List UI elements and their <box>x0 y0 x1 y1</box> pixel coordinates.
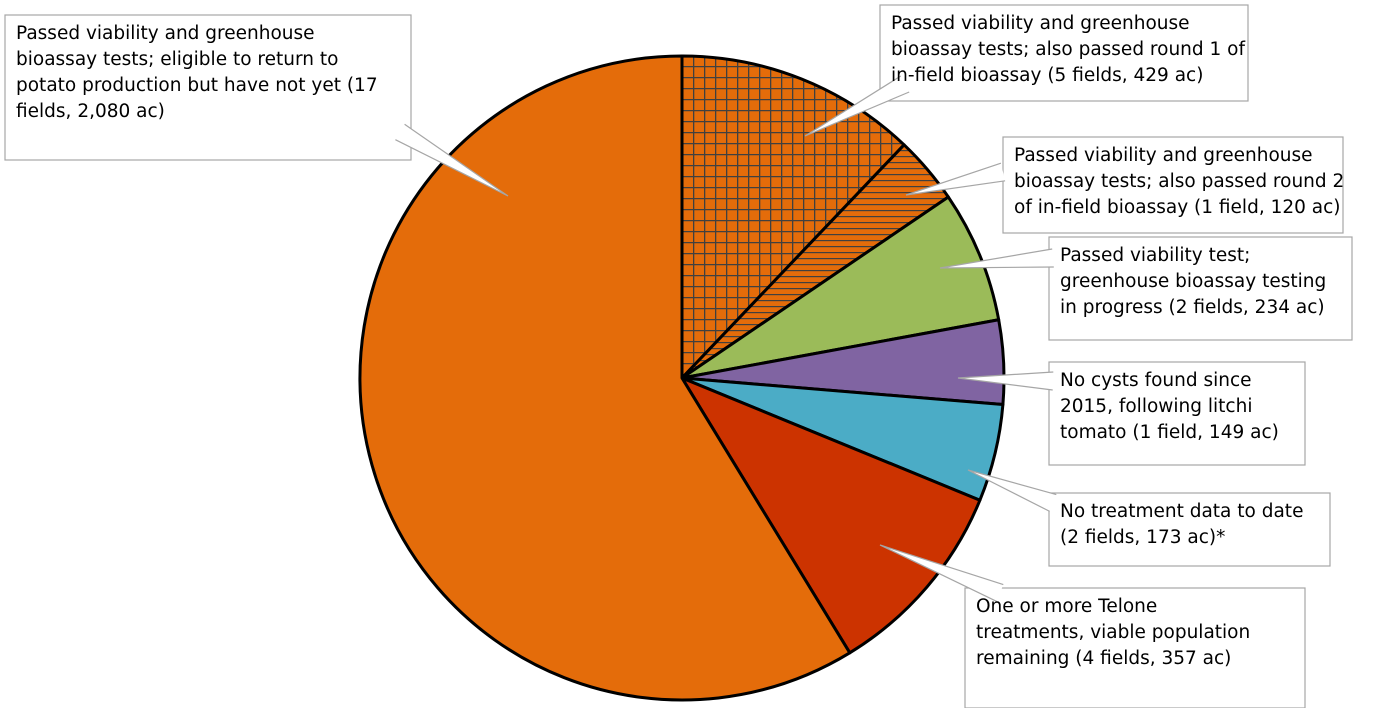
slice-label-line: Passed viability and greenhouse <box>16 23 315 44</box>
slice-label-line: bioassay tests; also passed round 1 of <box>891 39 1245 60</box>
slice-label: Passed viability and greenhouse bioassay … <box>16 23 378 122</box>
pie-callouts: Passed viability and greenhouse bioassay … <box>4 4 1353 708</box>
slice-label-line: Passed viability and greenhouse <box>891 13 1190 34</box>
slice-label-line: No cysts found since <box>1060 370 1252 391</box>
callout-box <box>1002 136 1344 234</box>
slice-label-line: in progress (2 fields, 234 ac) <box>1060 297 1325 318</box>
callout-pointer <box>879 544 1004 602</box>
callout-6: One or more Telone treatments, viable pop… <box>879 544 1306 708</box>
callout-4: No cysts found since 2015, following litc… <box>957 361 1306 466</box>
callout-box <box>1048 492 1331 567</box>
slice-label-line: (2 fields, 173 ac)* <box>1060 527 1225 548</box>
slice-label: No cysts found since 2015, following litc… <box>1060 370 1279 443</box>
slice-label-line: in-field bioassay (5 fields, 429 ac) <box>891 65 1203 86</box>
callout-pointer <box>939 248 1054 269</box>
pie-slice-3 <box>680 195 1001 380</box>
slice-label-line: One or more Telone <box>976 596 1157 617</box>
slice-label-line: fields, 2,080 ac) <box>16 101 165 122</box>
slice-label-line: Passed viability test; <box>1060 245 1250 266</box>
slice-label: Passed viability and greenhouse bioassay … <box>1014 145 1344 218</box>
callout-pointer <box>905 162 1006 196</box>
slice-label-line: remaining (4 fields, 357 ac) <box>976 648 1231 669</box>
callout-2: Passed viability and greenhouse bioassay … <box>905 136 1344 234</box>
slice-label-line: 2015, following litchi <box>1060 396 1252 417</box>
callout-1: Passed viability and greenhouse bioassay … <box>804 4 1249 137</box>
callout-pointer <box>395 123 509 197</box>
callout-box <box>4 14 412 161</box>
slice-label-line: tomato (1 field, 149 ac) <box>1060 422 1279 443</box>
callout-pointer <box>957 371 1054 391</box>
slice-label-line: Passed viability and greenhouse <box>1014 145 1313 166</box>
slice-label-line: bioassay tests; eligible to return to <box>16 49 338 70</box>
slice-label: Passed viability and greenhouse bioassay … <box>891 13 1245 86</box>
slice-label: No treatment data to date (2 fields, 173 … <box>1060 501 1303 548</box>
slice-label-line: treatments, viable population <box>976 622 1250 643</box>
callout-box <box>1048 361 1306 466</box>
callout-pointer <box>804 75 910 137</box>
pie-slices <box>358 54 1006 702</box>
callout-5: No treatment data to date (2 fields, 173 … <box>967 469 1331 567</box>
slice-label-line: bioassay tests; also passed round 2 <box>1014 171 1344 192</box>
slice-label: Passed viability test; greenhouse bioassa… <box>1060 245 1326 318</box>
callout-7: Passed viability and greenhouse bioassay … <box>4 14 509 197</box>
slice-label-line: potato production but have not yet (17 <box>16 75 378 96</box>
slice-label-line: No treatment data to date <box>1060 501 1303 522</box>
callout-box <box>1048 236 1353 341</box>
pie-slice-6 <box>680 376 982 655</box>
slice-label: One or more Telone treatments, viable pop… <box>976 596 1250 669</box>
callout-3: Passed viability test; greenhouse bioassa… <box>939 236 1353 341</box>
callout-pointer <box>967 469 1057 512</box>
pie-slice-7 <box>358 54 852 702</box>
slice-label-line: of in-field bioassay (1 field, 120 ac) <box>1014 197 1341 218</box>
slice-label-line: greenhouse bioassay testing <box>1060 271 1326 292</box>
callout-box <box>964 587 1306 708</box>
callout-box <box>879 4 1249 102</box>
pie-slice-1 <box>680 54 906 380</box>
